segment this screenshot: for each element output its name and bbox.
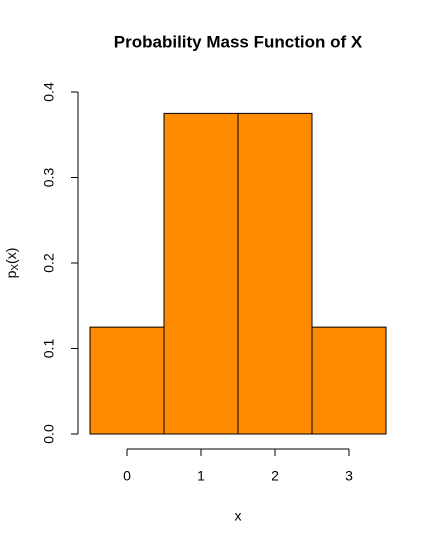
y-tick-label: 0.2 [41, 253, 57, 273]
y-tick-label: 0.3 [41, 168, 57, 188]
y-label-base: p [3, 270, 19, 278]
y-label-rest: (x) [3, 248, 19, 264]
chart-title: Probability Mass Function of X [114, 32, 363, 51]
y-label-subscript: X [10, 264, 21, 271]
x-tick-label: 1 [197, 468, 205, 484]
x-tick-label: 0 [123, 468, 131, 484]
x-axis-label: x [235, 508, 242, 524]
bar [237, 112, 313, 435]
x-tick-label: 3 [345, 468, 353, 484]
bar [311, 326, 387, 435]
bar [89, 326, 165, 435]
y-tick-label: 0.0 [41, 424, 57, 444]
y-tick-label: 0.1 [41, 339, 57, 359]
bar [163, 112, 239, 435]
y-axis-label: pX(x) [3, 248, 21, 279]
y-tick-label: 0.4 [41, 82, 57, 102]
x-tick-label: 2 [271, 468, 279, 484]
